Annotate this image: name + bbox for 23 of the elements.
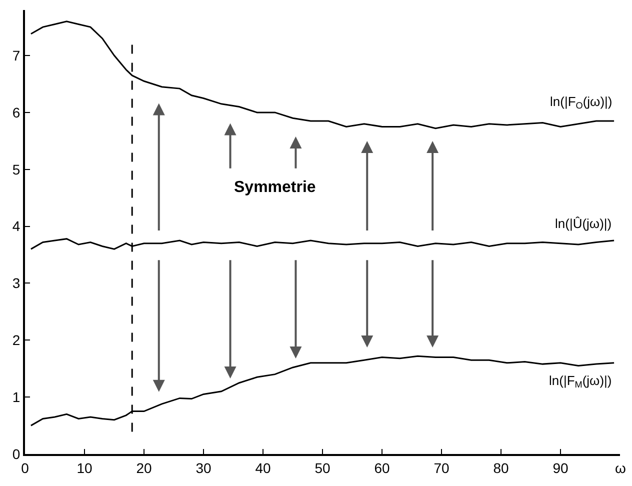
x-tick-label: 20 bbox=[136, 460, 152, 476]
annotation: Symmetrie bbox=[234, 179, 316, 196]
y-tick-label: 7 bbox=[12, 47, 20, 64]
x-tick-label: 60 bbox=[374, 460, 390, 476]
y-tick-label: 4 bbox=[12, 218, 20, 234]
x-tick-label: 70 bbox=[434, 460, 450, 476]
x-tick-label: 90 bbox=[552, 460, 568, 476]
y-tick-label: 1 bbox=[12, 388, 20, 405]
y-tick-label: 5 bbox=[12, 161, 20, 178]
x-tick-label: 50 bbox=[314, 460, 330, 476]
series-label: ln(|F$_{O}$(jω)|) bbox=[550, 94, 612, 111]
x-tick-label: 30 bbox=[196, 460, 212, 476]
x-tick-label: 40 bbox=[255, 460, 271, 476]
x-axis-title: ω bbox=[615, 460, 626, 476]
y-tick-label: 6 bbox=[12, 104, 20, 120]
x-tick-label: 80 bbox=[493, 460, 509, 476]
y-tick-label: 3 bbox=[12, 275, 20, 292]
series-label: ln(|Û(jω)|) bbox=[555, 216, 612, 231]
line-series bbox=[30, 20, 615, 130]
y-tick-label: 2 bbox=[12, 332, 20, 348]
y-tick-label: 0 bbox=[12, 446, 20, 462]
x-tick-label: 10 bbox=[76, 460, 92, 476]
series-label: ln(|F$_{M}$(jω)|) bbox=[549, 373, 612, 390]
